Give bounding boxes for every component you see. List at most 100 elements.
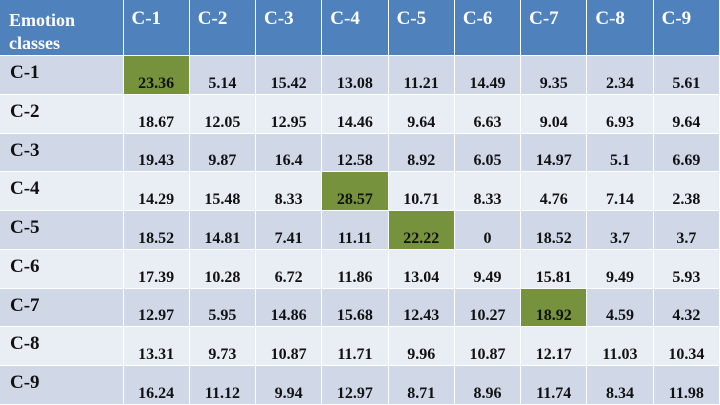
table-cell: 13.04 <box>388 249 455 289</box>
highlighted-cell: 28.57 <box>322 172 389 212</box>
table-cell: 10.87 <box>256 327 323 367</box>
table-cell: 11.12 <box>189 366 257 405</box>
table-cell: 3.7 <box>587 211 654 250</box>
column-header: C-2 <box>189 0 257 56</box>
table-cell: 11.74 <box>521 366 588 405</box>
table-row: C-2 18.67 12.05 12.95 14.46 9.64 6.63 9.04 6.93 9… <box>0 94 720 134</box>
table-cell: 9.96 <box>388 327 455 367</box>
table-cell: 14.81 <box>189 211 257 250</box>
row-header: C-1 <box>0 56 124 95</box>
table-cell: 14.29 <box>123 172 190 212</box>
table-cell: 13.31 <box>123 327 190 367</box>
table-cell: 4.59 <box>587 288 654 328</box>
table-cell: 9.64 <box>388 94 455 134</box>
highlighted-cell: 22.22 <box>388 211 455 250</box>
column-header: C-8 <box>587 0 654 56</box>
table-cell: 9.94 <box>256 366 323 405</box>
table-cell: 9.64 <box>653 94 720 134</box>
table-cell: 14.97 <box>521 133 588 173</box>
table-cell: 8.33 <box>256 172 323 212</box>
table-cell: 9.73 <box>189 327 257 367</box>
table-cell: 11.21 <box>388 56 455 95</box>
row-header: C-4 <box>0 172 124 212</box>
column-header: C-1 <box>123 0 190 56</box>
row-header: C-8 <box>0 327 124 367</box>
table-cell: 18.67 <box>123 94 190 134</box>
table-cell: 3.7 <box>653 211 720 250</box>
table-cell: 10.28 <box>189 249 257 289</box>
column-header: C-7 <box>521 0 588 56</box>
table-cell: 9.49 <box>454 249 522 289</box>
table-cell: 10.34 <box>653 327 720 367</box>
table-cell: 10.87 <box>454 327 522 367</box>
row-header: C-2 <box>0 94 124 134</box>
table-cell: 5.93 <box>653 249 720 289</box>
highlighted-cell: 23.36 <box>123 56 190 95</box>
table-cell: 8.34 <box>587 366 654 405</box>
table-cell: 5.61 <box>653 56 720 95</box>
table-cell: 12.95 <box>256 94 323 134</box>
table-cell: 11.03 <box>587 327 654 367</box>
table-row: C-1 23.36 5.14 15.42 13.08 11.21 14.49 9.35 2.34… <box>0 56 720 95</box>
table-cell: 11.71 <box>322 327 389 367</box>
corner-header: Emotion classes <box>0 0 124 56</box>
table-cell: 14.46 <box>322 94 389 134</box>
table-cell: 5.14 <box>189 56 257 95</box>
table-cell: 8.33 <box>454 172 522 212</box>
table-cell: 12.17 <box>521 327 588 367</box>
table-cell: 16.24 <box>123 366 190 405</box>
table-cell: 15.68 <box>322 288 389 328</box>
table-cell: 6.93 <box>587 94 654 134</box>
table-cell: 9.87 <box>189 133 257 173</box>
highlighted-cell: 18.92 <box>521 288 588 328</box>
table-row: C-9 16.24 11.12 9.94 12.97 8.71 8.96 11.74 8.34 1… <box>0 366 720 405</box>
table-row: C-7 12.97 5.95 14.86 15.68 12.43 10.27 18.92 4.5… <box>0 288 720 328</box>
table-row: C-3 19.43 9.87 16.4 12.58 8.92 6.05 14.97 5.1 6.6… <box>0 133 720 173</box>
table-cell: 8.71 <box>388 366 455 405</box>
column-header: C-4 <box>322 0 389 56</box>
table-cell: 10.71 <box>388 172 455 212</box>
table-cell: 14.49 <box>454 56 522 95</box>
table-cell: 12.58 <box>322 133 389 173</box>
table-row: C-8 13.31 9.73 10.87 11.71 9.96 10.87 12.17 11.0… <box>0 327 720 367</box>
table-row: C-4 14.29 15.48 8.33 28.57 10.71 8.33 4.76 7.14 2… <box>0 172 720 212</box>
table-cell: 18.52 <box>123 211 190 250</box>
table-cell: 11.98 <box>653 366 720 405</box>
row-header: C-6 <box>0 249 124 289</box>
table-cell: 19.43 <box>123 133 190 173</box>
table-cell: 10.27 <box>454 288 522 328</box>
table-row: C-5 18.52 14.81 7.41 11.11 22.22 0 18.52 3.7 3.7 <box>0 211 720 250</box>
table-cell: 17.39 <box>123 249 190 289</box>
table-cell: 14.86 <box>256 288 323 328</box>
row-header: C-5 <box>0 211 124 250</box>
table-cell: 15.42 <box>256 56 323 95</box>
table-cell: 12.97 <box>322 366 389 405</box>
table-cell: 9.49 <box>587 249 654 289</box>
table-cell: 2.34 <box>587 56 654 95</box>
table-cell: 4.76 <box>521 172 588 212</box>
table-cell: 4.32 <box>653 288 720 328</box>
table-cell: 11.11 <box>322 211 389 250</box>
table-cell: 5.1 <box>587 133 654 173</box>
table-cell: 12.43 <box>388 288 455 328</box>
table-cell: 2.38 <box>653 172 720 212</box>
column-header: C-3 <box>256 0 323 56</box>
table-cell: 7.14 <box>587 172 654 212</box>
table-cell: 5.95 <box>189 288 257 328</box>
table-cell: 12.05 <box>189 94 257 134</box>
table-cell: 6.69 <box>653 133 720 173</box>
table-cell: 18.52 <box>521 211 588 250</box>
header-row: Emotion classes C-1 C-2 C-3 C-4 C-5 C-6 … <box>0 0 720 56</box>
column-header: C-6 <box>454 0 522 56</box>
table-cell: 8.96 <box>454 366 522 405</box>
table-cell: 8.92 <box>388 133 455 173</box>
table-cell: 0 <box>454 211 522 250</box>
table-row: C-6 17.39 10.28 6.72 11.86 13.04 9.49 15.81 9.49… <box>0 249 720 289</box>
table-cell: 6.05 <box>454 133 522 173</box>
table-cell: 9.35 <box>521 56 588 95</box>
table-cell: 12.97 <box>123 288 190 328</box>
column-header: C-9 <box>653 0 720 56</box>
table-cell: 11.86 <box>322 249 389 289</box>
